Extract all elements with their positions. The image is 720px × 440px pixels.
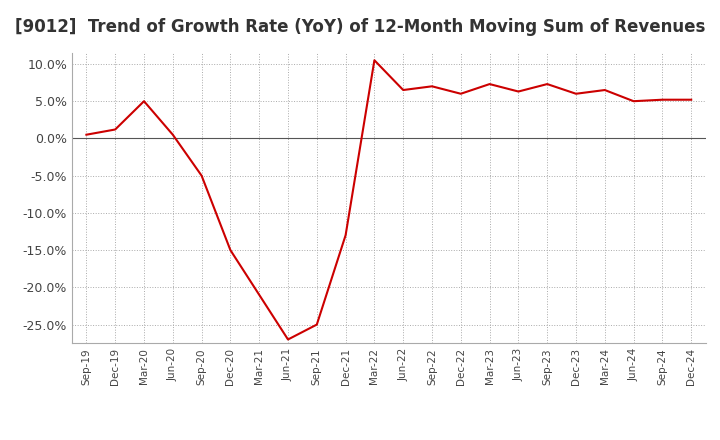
- Text: [9012]  Trend of Growth Rate (YoY) of 12-Month Moving Sum of Revenues: [9012] Trend of Growth Rate (YoY) of 12-…: [15, 18, 705, 36]
